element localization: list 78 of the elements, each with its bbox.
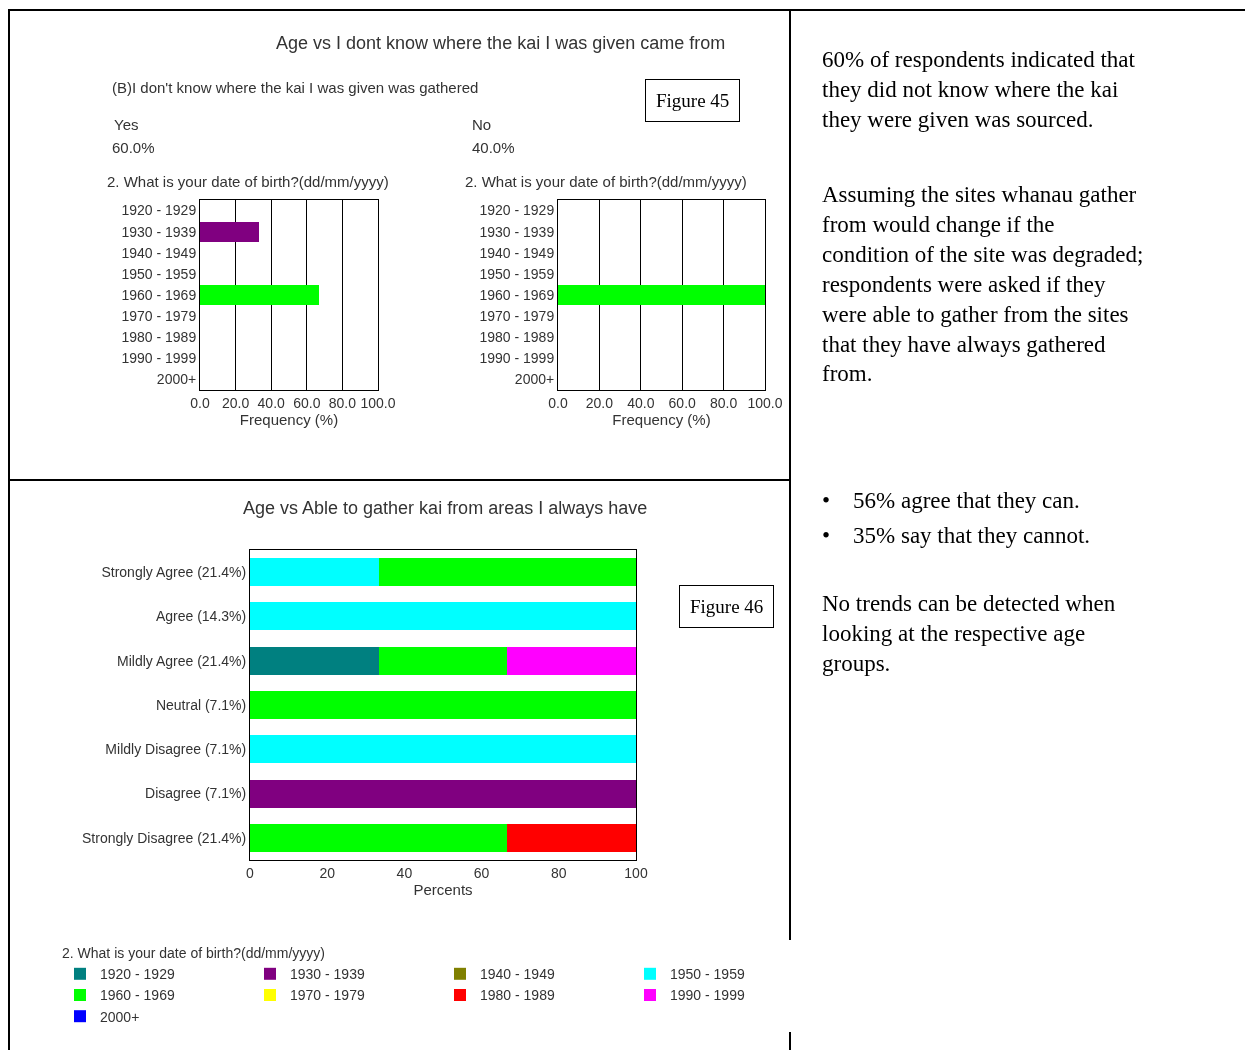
y-tick-label: 1970 - 1979 [479,308,555,325]
x-tick-label: 100.0 [360,394,396,411]
text: Age vs I dont know where the kai I was given came from [276,33,726,53]
y-tick-label: Mildly Disagree (7.1%) [105,741,247,758]
x-tick-label: 0 [246,864,255,881]
y-tick-label: 1950 - 1959 [121,265,197,282]
y-tick-label: Agree (14.3%) [155,608,247,625]
x-tick-label: 100.0 [747,394,783,411]
x-tick-label: 0.0 [190,394,210,411]
y-tick-label: 1980 - 1989 [479,329,555,346]
x-tick-label: 0.0 [548,394,568,411]
x-tick-label: 80.0 [709,394,738,411]
y-axis-title: 2. What is your date of birth?(dd/mm/yyyy) [107,173,389,190]
bar [507,823,636,852]
legend-label: 1950 - 1959 [670,966,745,983]
bar [250,602,636,631]
chart-subtitle: (B)I don't know where the kai I was given was gathered [112,79,479,96]
text: • 56% agree that they can. [822,488,1080,513]
x-tick-label: 20.0 [221,394,250,411]
y-tick-label: 1930 - 1939 [121,223,197,240]
legend-label: 1990 - 1999 [670,987,745,1004]
text: No [472,116,492,133]
x-tick-label: 20 [319,864,336,881]
text: No trends can be detected when looking at the respective age groups. [822,591,1116,676]
y-tick-label: 1960 - 1969 [479,286,555,303]
y-tick-label: 1960 - 1969 [121,286,197,303]
bar [250,558,379,587]
bar [250,691,636,719]
legend-label: 1930 - 1939 [290,966,365,983]
y-tick-label: Neutral (7.1%) [155,696,247,713]
x-axis-title: Frequency (%) [612,410,711,428]
x-tick-label: 100 [624,864,648,881]
y-tick-label: 1920 - 1929 [479,202,555,219]
x-tick-label: 20.0 [585,394,614,411]
x-axis-title: Frequency (%) [239,410,339,428]
bar [507,646,636,675]
y-tick-label: Mildly Agree (21.4%) [117,652,247,669]
y-tick-label: 1920 - 1929 [121,202,197,219]
text: 60.0% [112,139,155,156]
x-tick-label: 40 [396,864,413,881]
x-axis-title: Percents [413,880,473,898]
y-tick-label: 1990 - 1999 [121,350,197,367]
bar [378,646,508,675]
y-tick-label: 1940 - 1949 [479,244,555,261]
bar [250,646,379,675]
legend-label: 1970 - 1979 [290,987,365,1004]
y-tick-label: Strongly Agree (21.4%) [101,564,247,581]
x-tick-label: 40.0 [257,394,286,411]
y-axis-title: 2. What is your date of birth?(dd/mm/yyyy) [465,173,747,190]
legend-title: 2. What is your date of birth?(dd/mm/yyyy) [62,945,325,962]
y-tick-label: Strongly Disagree (21.4%) [82,829,247,846]
bar [250,779,636,808]
x-tick-label: 60 [473,864,490,881]
bar [378,558,636,587]
bar [250,823,508,852]
text: 40.0% [472,139,515,156]
y-tick-label: 1970 - 1979 [121,308,197,325]
chart-title: Age vs Able to gather kai from areas I always have [243,498,648,518]
y-tick-label: 1980 - 1989 [121,329,197,346]
x-tick-label: 60.0 [293,394,321,411]
text: • 35% say that they cannot. [822,523,1091,548]
bar [250,735,636,764]
x-tick-label: 80.0 [328,394,357,411]
y-tick-label: 2000+ [156,371,197,388]
y-tick-label: 1930 - 1939 [479,223,555,240]
y-tick-label: 1990 - 1999 [479,350,555,367]
y-tick-label: 1940 - 1949 [121,244,197,261]
text: Yes [114,116,139,133]
y-tick-label: 2000+ [514,371,555,388]
x-tick-label: 80 [551,864,567,881]
x-tick-label: 40.0 [627,394,655,411]
text: 60% of respondents indicated that they did not know where the kai they were given was sourced. [822,47,1136,132]
text: Assuming the sites whanau gather from would change if the condition of the site was degraded; respondents were asked if they were able to gather from the sites that they have always gathered from. [822,182,1144,387]
caption: Figure 46 [690,596,764,617]
y-tick-label: Disagree (7.1%) [145,785,247,802]
y-tick-label: 1950 - 1959 [479,265,555,282]
x-tick-label: 60.0 [668,394,697,411]
caption: Figure 45 [656,90,730,111]
